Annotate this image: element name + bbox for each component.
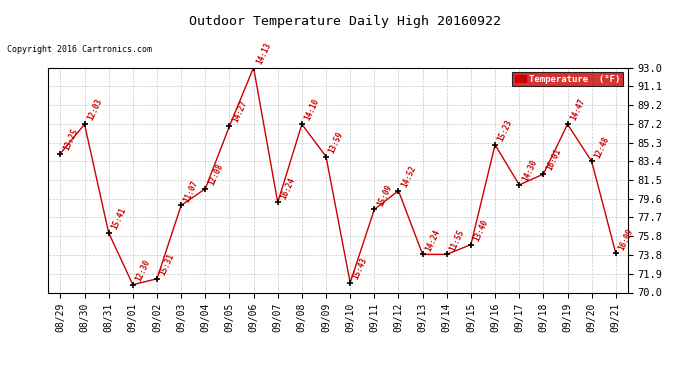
Point (297, 121, 308, 127)
Point (104, 230, 115, 236)
Point (538, 171, 549, 177)
Point (513, 182, 524, 188)
Text: Outdoor Temperature Daily High 20160922: Outdoor Temperature Daily High 20160922 (189, 15, 501, 28)
Text: 14:52: 14:52 (400, 164, 417, 189)
Text: 13:25: 13:25 (61, 127, 79, 152)
Point (610, 251, 621, 257)
Text: 12:03: 12:03 (86, 98, 104, 122)
Text: 15:23: 15:23 (496, 118, 514, 143)
Point (79, 121, 90, 127)
Text: 14:24: 14:24 (424, 228, 442, 252)
Point (55, 151, 66, 157)
Point (320, 153, 331, 159)
Text: 16:01: 16:01 (544, 147, 562, 172)
Text: 15:09: 15:09 (375, 183, 393, 207)
Point (248, 64, 259, 70)
Text: 12:48: 12:48 (593, 135, 611, 159)
Point (272, 200, 284, 206)
Legend: Temperature  (°F): Temperature (°F) (512, 72, 623, 86)
Point (152, 276, 163, 282)
Point (127, 282, 138, 288)
Text: 14:13: 14:13 (255, 41, 273, 66)
Text: 16:24: 16:24 (279, 176, 297, 201)
Point (224, 123, 235, 129)
Text: 12:08: 12:08 (206, 162, 224, 187)
Text: 13:59: 13:59 (327, 130, 345, 154)
Point (175, 202, 186, 208)
Point (465, 242, 476, 248)
Point (442, 251, 453, 257)
Text: 11:07: 11:07 (182, 179, 200, 204)
Text: 14:10: 14:10 (303, 98, 321, 122)
Text: 15:31: 15:31 (158, 252, 176, 277)
Text: 12:30: 12:30 (134, 258, 152, 283)
Point (490, 142, 501, 148)
Text: 15:41: 15:41 (110, 206, 128, 231)
Text: 15:43: 15:43 (351, 256, 369, 281)
Text: 14:27: 14:27 (230, 99, 248, 124)
Point (586, 158, 597, 164)
Point (562, 121, 573, 127)
Text: 13:40: 13:40 (472, 218, 490, 243)
Text: 11:55: 11:55 (448, 228, 466, 252)
Point (417, 251, 428, 257)
Point (368, 206, 380, 212)
Text: 14:30: 14:30 (520, 158, 538, 183)
Point (393, 188, 404, 194)
Text: Copyright 2016 Cartronics.com: Copyright 2016 Cartronics.com (7, 45, 152, 54)
Text: 16:09: 16:09 (617, 226, 635, 251)
Point (344, 280, 356, 286)
Text: 14:47: 14:47 (569, 98, 586, 122)
Point (200, 186, 211, 192)
